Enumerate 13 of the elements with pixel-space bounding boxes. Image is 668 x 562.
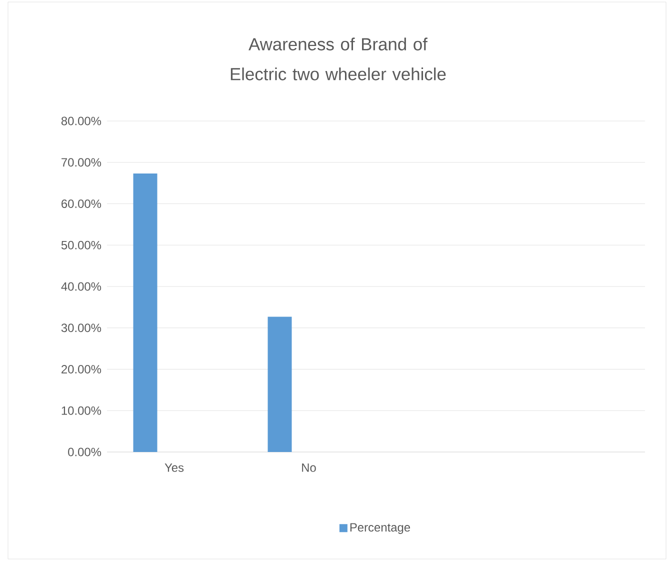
y-tick-label: 10.00% [62,406,102,415]
legend-label: Percentage [350,523,410,534]
y-tick-label: 0.00% [68,448,102,456]
chart-title: Awareness of Brand of Electric two wheeler vehicle [230,38,446,80]
y-tick-label: 40.00% [61,282,102,291]
y-tick-label: 70.00% [62,158,102,167]
y-tick-label: 50.00% [61,240,102,250]
y-tick-label: 30.00% [61,324,102,332]
x-tick-label: No [302,464,316,472]
y-tick-label: 20.00% [62,365,102,374]
x-tick-label: Yes [164,464,184,472]
y-tick-label: 80.00% [61,116,102,126]
y-tick-label: 60.00% [62,200,102,208]
